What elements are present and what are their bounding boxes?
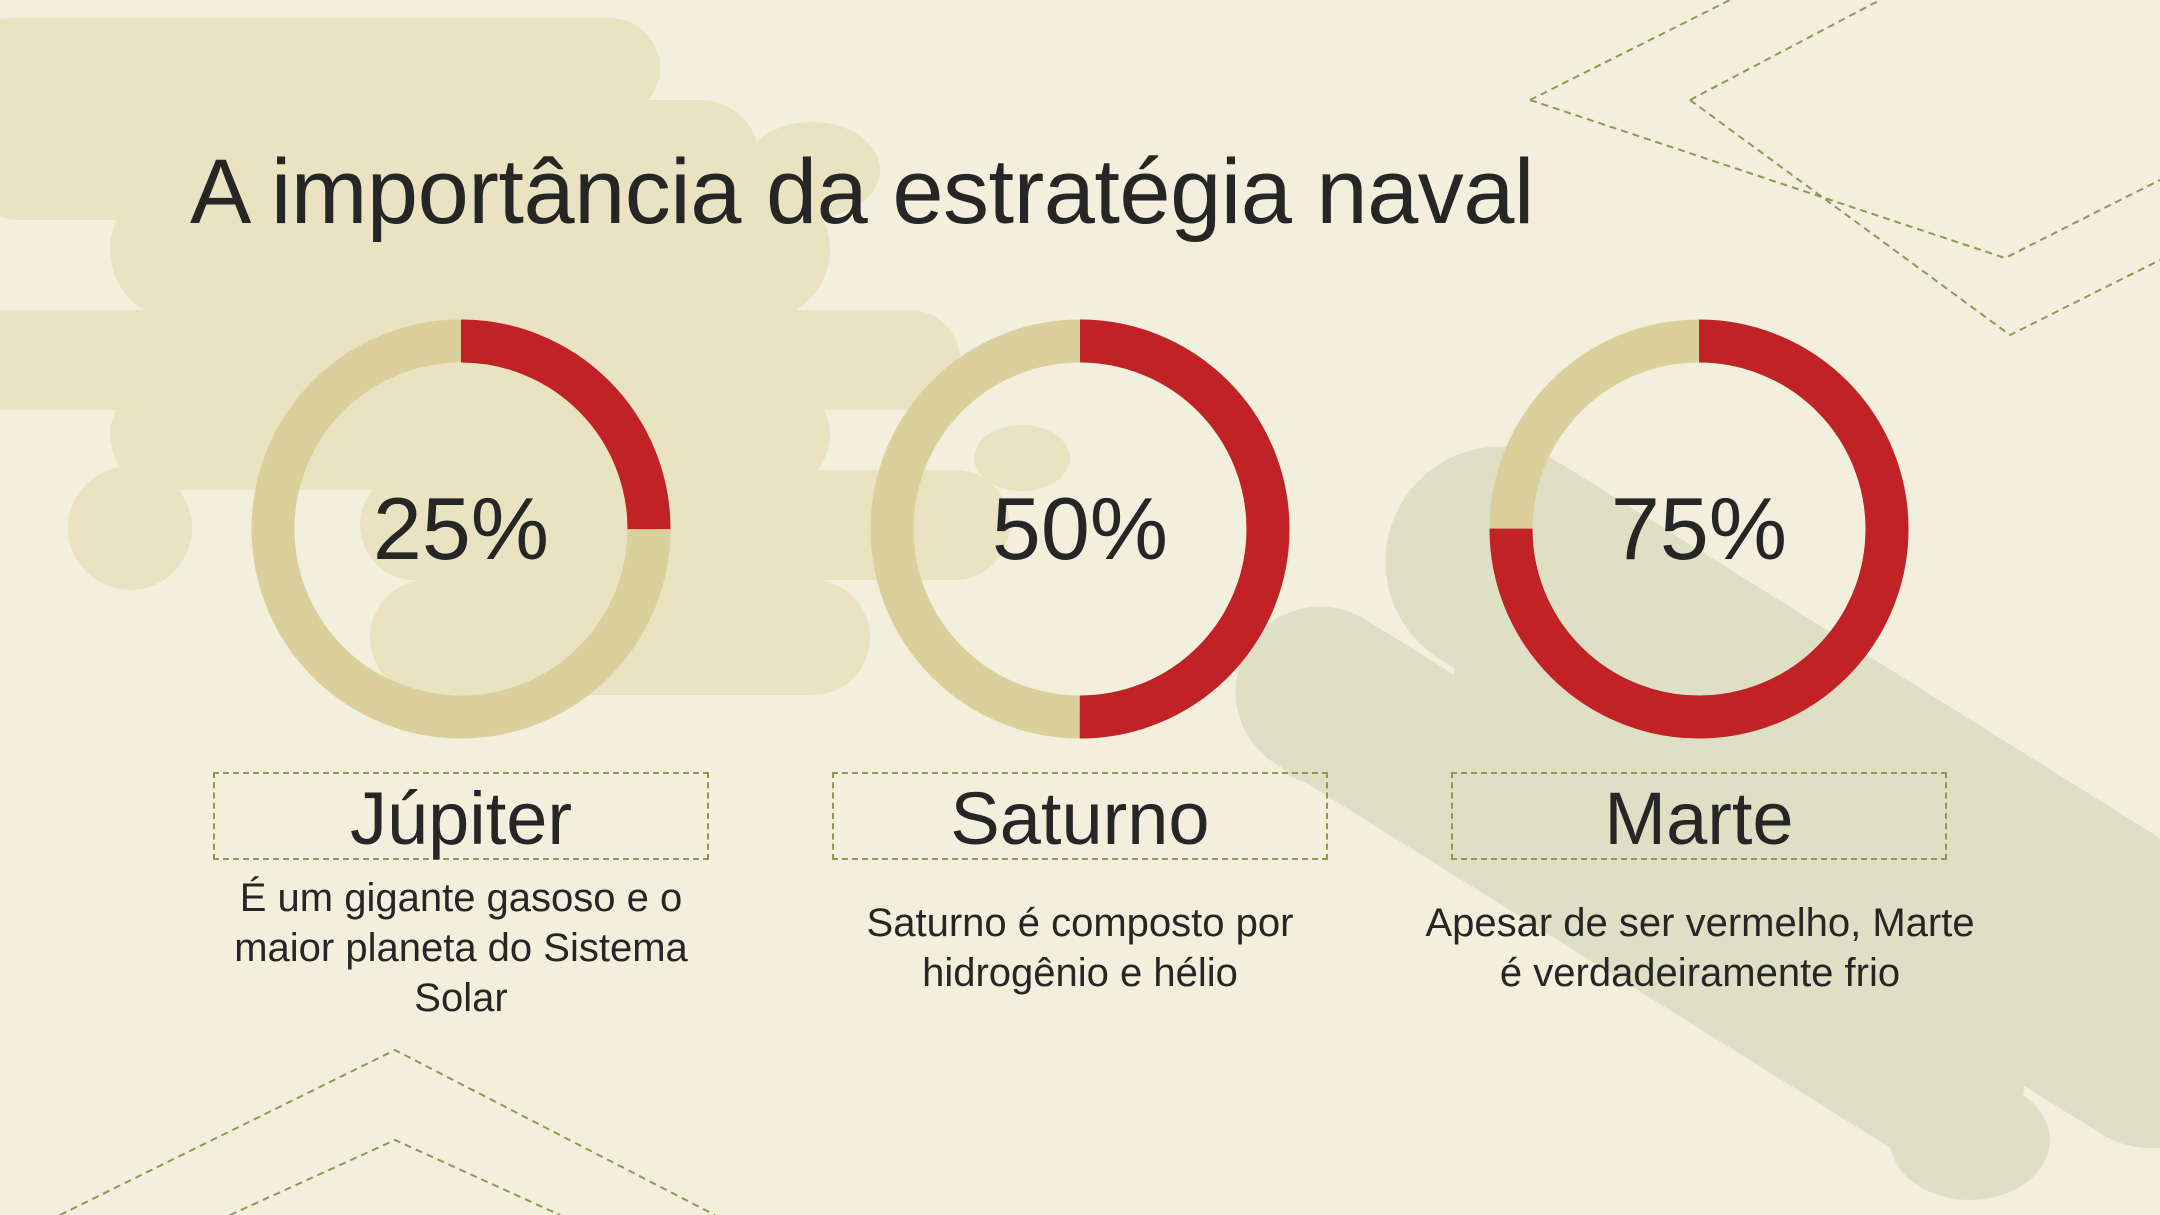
planet-description-saturno: Saturno é composto por hidrogênio e héli… bbox=[866, 901, 1294, 995]
planet-name-box-jupiter: Júpiter bbox=[213, 772, 709, 860]
planet-name-marte: Marte bbox=[1604, 777, 1794, 860]
percent-label-jupiter: 25% bbox=[373, 479, 549, 578]
donut-progress-arc-jupiter bbox=[251, 319, 671, 739]
dashed-diamond-lines bbox=[59, 0, 2160, 1215]
planet-description-jupiter: É um gigante gasoso e o maior planeta do… bbox=[234, 876, 688, 1020]
percent-label-saturno: 50% bbox=[992, 479, 1168, 578]
planet-description-marte: Apesar de ser vermelho, Marte é verdadei… bbox=[1425, 901, 1975, 995]
planet-name-box-saturno: Saturno bbox=[832, 772, 1328, 860]
donut-progress-arc-saturno bbox=[870, 319, 1290, 739]
planet-name-box-marte: Marte bbox=[1451, 772, 1947, 860]
planet-name-saturno: Saturno bbox=[950, 777, 1210, 860]
slide-title: A importância da estratégia naval bbox=[190, 141, 1534, 243]
planet-name-jupiter: Júpiter bbox=[349, 777, 573, 860]
percent-label-marte: 75% bbox=[1611, 479, 1787, 578]
donut-progress-arc-marte bbox=[1489, 319, 1909, 739]
